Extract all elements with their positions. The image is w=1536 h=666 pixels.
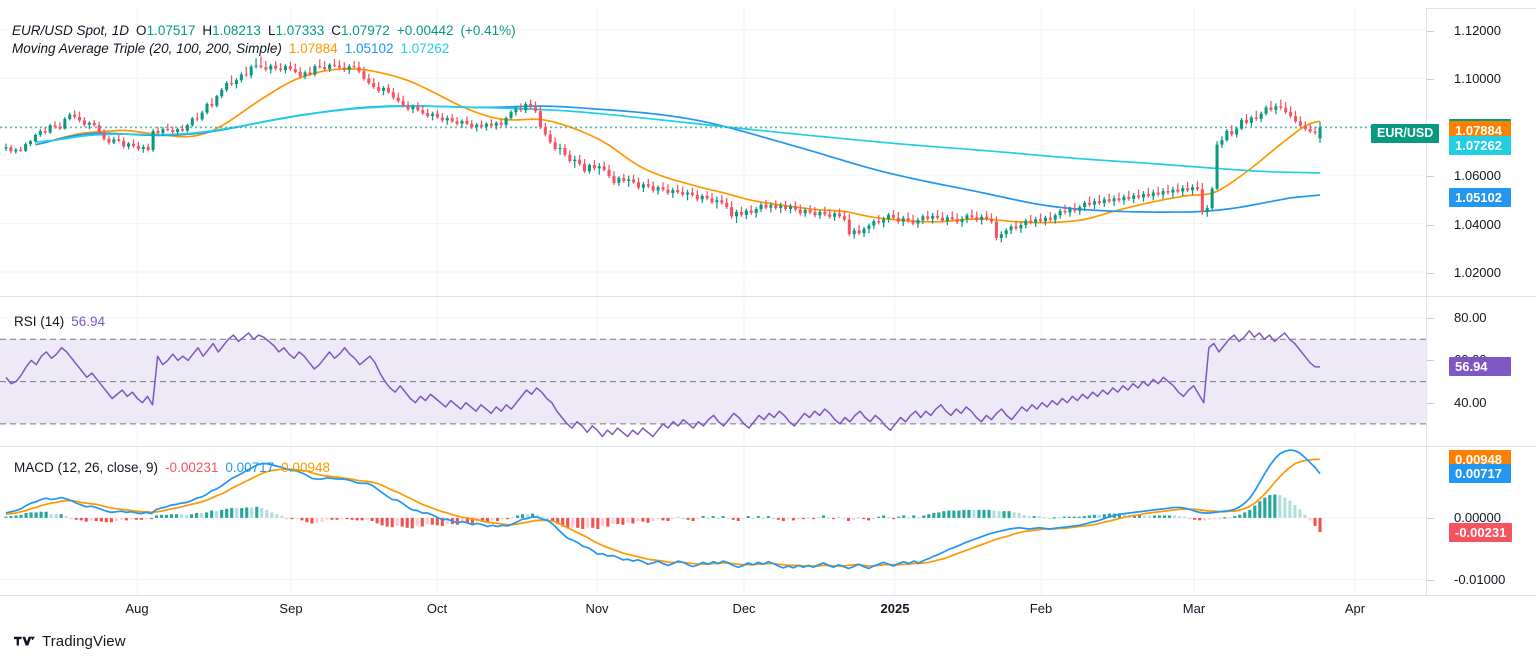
price-axis-tick-label: 1.06000 [1454, 168, 1501, 184]
macd-axis-tick-label: -0.01000 [1454, 571, 1506, 587]
rsi-axis-tick: 80.00 [1427, 310, 1536, 326]
time-axis-label: Feb [1029, 601, 1053, 616]
price-axis-tick: 1.12000 [1427, 23, 1536, 39]
tick-mark [1427, 402, 1434, 404]
price-axis-divider [1426, 8, 1427, 595]
price-axis-tick-label: 1.04000 [1454, 216, 1501, 232]
tradingview-logo-icon [14, 636, 35, 645]
time-axis-label: Mar [1182, 601, 1206, 616]
tick-mark [1427, 30, 1434, 32]
time-axis-label: Sep [279, 601, 303, 616]
price-axis-tick: 1.04000 [1427, 217, 1536, 233]
pane-separator-macd[interactable] [0, 446, 1536, 447]
time-axis-label: 2025 [880, 601, 910, 616]
rsi-pane[interactable] [0, 297, 1426, 445]
price-axis[interactable]: 1.120001.100001.080001.060001.040001.020… [1427, 9, 1536, 296]
tick-mark [1427, 79, 1434, 81]
rsi-value-badge: 56.94 [1449, 357, 1511, 377]
time-axis-label: Dec [732, 601, 756, 616]
price-axis-tick-label: 1.10000 [1454, 71, 1501, 87]
price-axis-tick-label: 1.02000 [1454, 265, 1501, 280]
price-axis-tick: 1.06000 [1427, 168, 1536, 184]
pane-separator-rsi[interactable] [0, 296, 1536, 297]
macd-axis[interactable]: 0.00000 -0.01000 0.00948 0.00717 -0.00231 [1427, 447, 1536, 595]
ma200-badge: 1.07262 [1449, 136, 1511, 155]
macd-pane[interactable] [0, 447, 1426, 595]
tick-mark [1427, 273, 1434, 274]
price-axis-tick: 1.02000 [1427, 265, 1536, 281]
tick-mark [1427, 579, 1434, 581]
time-axis-label: Aug [125, 601, 149, 616]
time-axis[interactable]: Aug Sep Oct Nov Dec 2025 Feb Mar Apr [0, 596, 1536, 626]
macd-line-badge: 0.00717 [1449, 464, 1511, 484]
macd-axis-tick-label: 0.00000 [1454, 509, 1501, 525]
macd-axis-tick: 0.00000 [1427, 510, 1536, 526]
tick-mark [1427, 318, 1434, 320]
tick-mark [1427, 224, 1434, 226]
macd-histogram-badge: -0.00231 [1449, 522, 1513, 542]
time-axis-label: Apr [1344, 601, 1366, 616]
price-pane[interactable] [0, 8, 1426, 295]
rsi-axis-tick-label: 80.00 [1454, 310, 1487, 326]
ma100-badge: 1.05102 [1449, 188, 1511, 208]
time-axis-label: Oct [426, 601, 448, 616]
time-axis-label: Nov [585, 601, 609, 616]
macd-plot [0, 447, 1426, 595]
rsi-axis-tick: 40.00 [1427, 395, 1536, 411]
tick-mark [1427, 176, 1434, 178]
symbol-price-line-tag: EUR/USD [1371, 124, 1440, 143]
rsi-axis-tick-label: 40.00 [1454, 394, 1487, 410]
candlestick-plot [0, 8, 1426, 295]
ma20-badge: 1.07884 [1449, 121, 1511, 140]
price-axis-tick: 1.10000 [1427, 71, 1536, 87]
brand-name: TradingView [42, 633, 126, 650]
price-axis-tick-label: 1.12000 [1454, 22, 1501, 38]
footer: TradingView [14, 633, 126, 650]
rsi-plot [0, 297, 1426, 445]
time-axis-separator [0, 595, 1536, 596]
macd-axis-tick: -0.01000 [1427, 572, 1536, 588]
tick-mark [1427, 360, 1434, 362]
tick-mark [1427, 517, 1434, 519]
